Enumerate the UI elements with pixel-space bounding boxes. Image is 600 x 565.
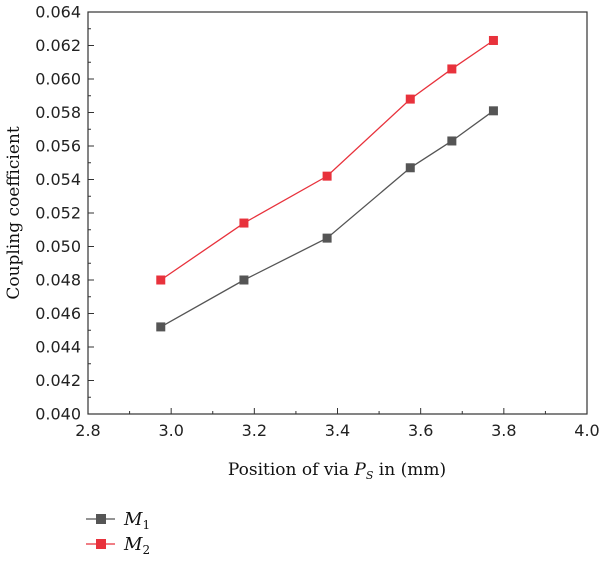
series-m1-point bbox=[488, 106, 498, 116]
series-m1-point bbox=[156, 322, 166, 332]
y-tick-label: 0.048 bbox=[35, 271, 81, 290]
series-m2 bbox=[156, 35, 498, 285]
series-m1-point bbox=[239, 275, 249, 285]
x-tick-label: 3.2 bbox=[242, 421, 267, 440]
x-tick-label: 3.8 bbox=[491, 421, 516, 440]
y-tick-label: 0.046 bbox=[35, 304, 81, 323]
y-tick-label: 0.058 bbox=[35, 103, 81, 122]
y-tick-label: 0.052 bbox=[35, 204, 81, 223]
legend-label-m2: M2 bbox=[123, 534, 150, 557]
y-axis-ticks: 0.040 0.042 0.044 0.046 0.048 0.050 0.052 0.054… bbox=[35, 3, 94, 424]
x-axis-title-variable-subscript: S bbox=[366, 469, 374, 482]
series-m1-point bbox=[322, 233, 332, 243]
series-m2-point bbox=[239, 218, 249, 228]
y-tick-label: 0.054 bbox=[35, 170, 81, 189]
legend-label-m1: M1 bbox=[123, 509, 150, 532]
x-tick-label: 2.8 bbox=[75, 421, 100, 440]
x-axis-title-variable: P bbox=[353, 460, 366, 480]
series-m2-point bbox=[447, 64, 457, 74]
y-tick-label: 0.040 bbox=[35, 405, 81, 424]
x-tick-label: 3.6 bbox=[408, 421, 433, 440]
x-tick-label: 3.0 bbox=[158, 421, 183, 440]
legend-marker-m2 bbox=[96, 539, 106, 549]
legend-marker-m1 bbox=[96, 514, 106, 524]
x-tick-label: 4.0 bbox=[574, 421, 599, 440]
series-layer bbox=[156, 35, 498, 332]
series-m2-point bbox=[488, 35, 498, 45]
plot-frame bbox=[87, 11, 588, 415]
y-tick-label: 0.064 bbox=[35, 3, 81, 22]
x-axis-title-suffix: in (mm) bbox=[373, 460, 446, 480]
y-tick-label: 0.050 bbox=[35, 237, 81, 256]
legend-item-m1: M1 bbox=[86, 509, 150, 532]
series-m1-point bbox=[447, 136, 457, 146]
legend-label-m1-sub: 1 bbox=[142, 518, 150, 532]
x-tick-label: 3.4 bbox=[325, 421, 350, 440]
series-m2-point bbox=[322, 171, 332, 181]
series-m2-point bbox=[156, 275, 166, 285]
legend-item-m2: M2 bbox=[86, 534, 150, 557]
series-m1-line bbox=[160, 110, 494, 328]
x-axis-ticks: 2.8 3.0 3.2 3.4 3.6 3.8 4.0 bbox=[75, 408, 600, 440]
y-tick-label: 0.062 bbox=[35, 36, 81, 55]
series-m1-point bbox=[405, 163, 415, 173]
x-axis-title-prefix: Position of via bbox=[228, 460, 355, 480]
y-tick-label: 0.044 bbox=[35, 338, 81, 357]
legend-label-m2-base: M bbox=[123, 534, 143, 555]
y-tick-label: 0.056 bbox=[35, 137, 81, 156]
y-tick-label: 0.060 bbox=[35, 70, 81, 89]
legend-label-m2-sub: 2 bbox=[142, 543, 150, 557]
y-axis-title: Coupling coefficient bbox=[4, 126, 24, 299]
series-m1 bbox=[156, 106, 498, 332]
legend: M1 M2 bbox=[86, 509, 150, 557]
legend-label-m1-base: M bbox=[123, 509, 143, 530]
y-tick-label: 0.042 bbox=[35, 371, 81, 390]
x-axis-title: Position of via PS in (mm) bbox=[228, 460, 446, 482]
series-m2-line bbox=[160, 39, 494, 281]
series-m2-point bbox=[405, 94, 415, 104]
